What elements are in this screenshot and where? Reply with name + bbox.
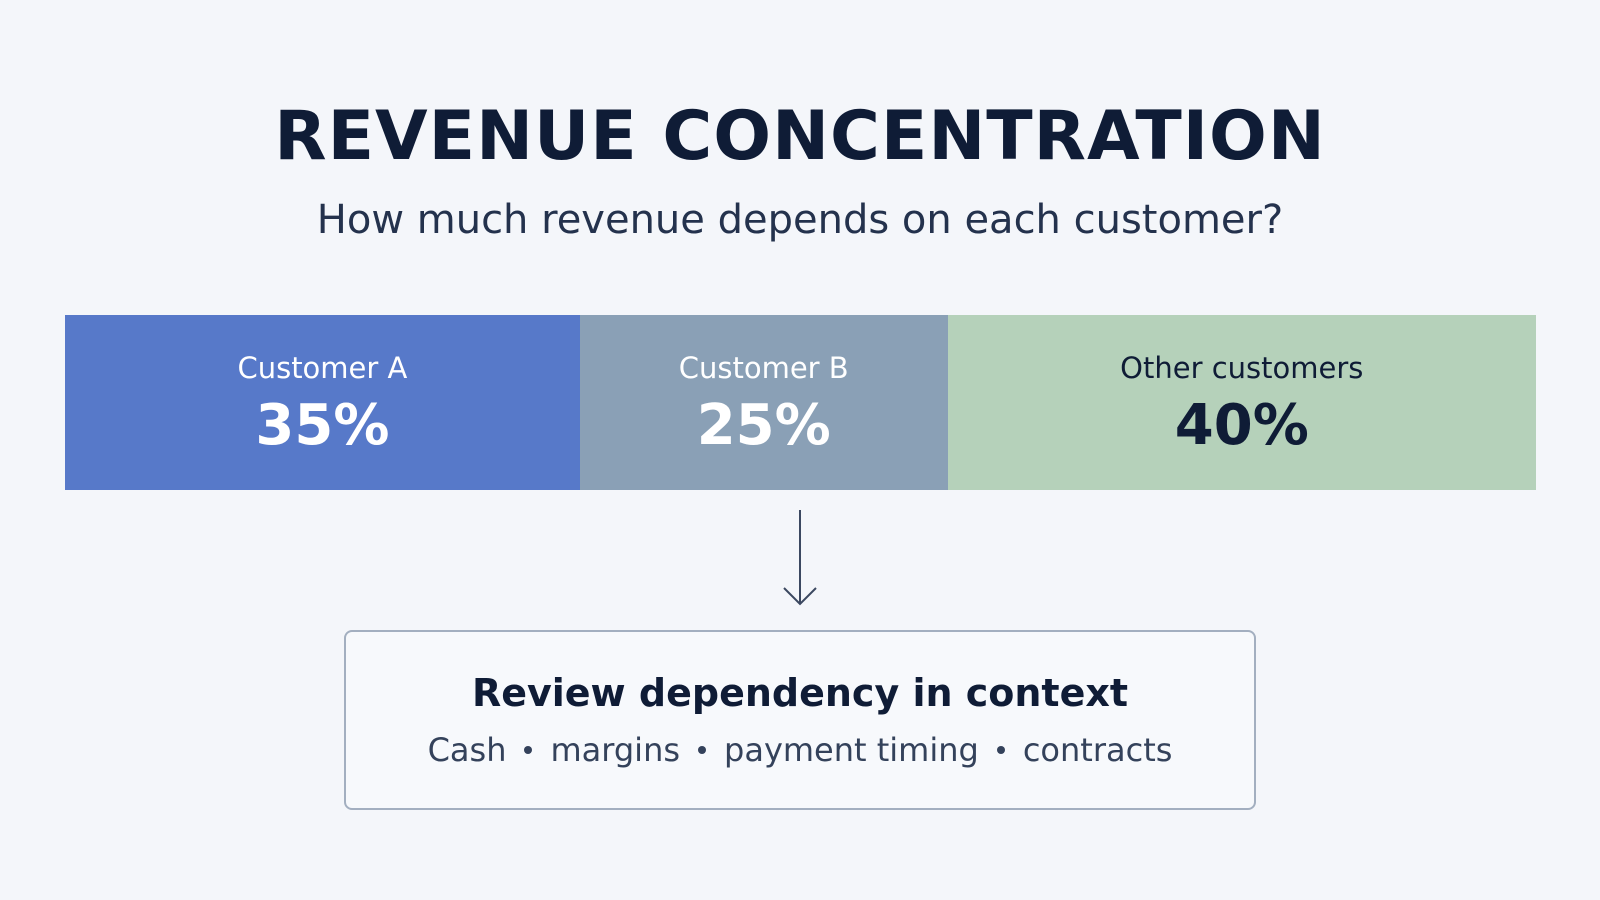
context-item-contracts: contracts <box>1022 731 1173 769</box>
bullet-separator <box>996 746 1005 754</box>
bar-segment-customer-b: Customer B 25% <box>579 315 948 490</box>
page-subtitle: How much revenue depends on each custome… <box>316 197 1284 243</box>
context-items: Cash margins payment timing contracts <box>428 728 1173 772</box>
segment-label: Other customers <box>1120 350 1364 385</box>
context-box: Review dependency in context Cash margin… <box>344 630 1256 810</box>
context-item-margins: margins <box>550 731 681 769</box>
bullet-separator <box>698 746 707 754</box>
segment-label: Customer A <box>237 350 408 385</box>
context-item-cash: Cash <box>427 731 507 769</box>
stacked-bar: Customer A 35% Customer B 25% Other customer… <box>65 315 1536 490</box>
page-title: REVENUE CONCENTRATION <box>274 97 1326 176</box>
segment-label: Customer B <box>678 350 849 385</box>
segment-value: 40% <box>1174 392 1309 458</box>
segment-value: 35% <box>255 392 390 458</box>
context-heading: Review dependency in context <box>471 671 1129 715</box>
bullet-separator <box>524 746 533 754</box>
context-item-payment-timing: payment timing <box>724 731 979 769</box>
bar-segment-customer-a: Customer A 35% <box>65 315 580 490</box>
arrow-down-icon <box>783 510 817 606</box>
bar-segment-other-customers: Other customers 40% <box>947 315 1536 490</box>
segment-value: 25% <box>696 392 831 458</box>
